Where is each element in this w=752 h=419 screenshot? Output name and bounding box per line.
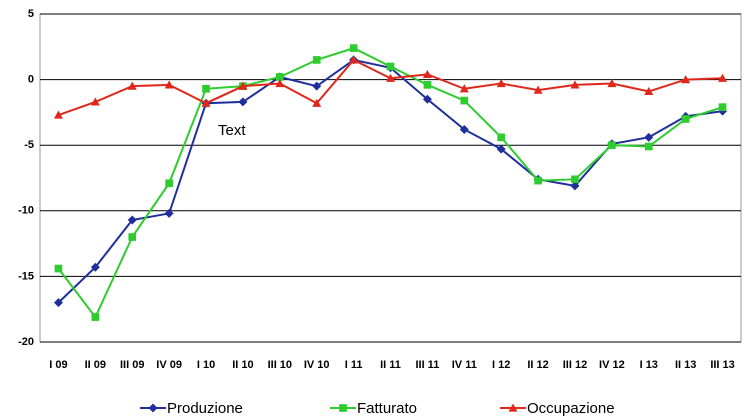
marker	[53, 110, 63, 119]
marker	[644, 132, 654, 142]
marker	[644, 142, 653, 151]
x-tick-label: III 12	[563, 359, 587, 371]
annotation: Text	[218, 122, 246, 139]
marker	[459, 84, 469, 93]
x-tick-label: IV 12	[599, 359, 625, 371]
marker	[349, 44, 358, 52]
marker	[718, 103, 727, 111]
x-tick-label: III 11	[415, 359, 439, 371]
marker	[127, 81, 137, 90]
marker	[312, 98, 322, 107]
marker	[164, 80, 174, 89]
y-tick-label: -10	[18, 205, 34, 217]
marker	[607, 79, 617, 88]
y-tick-label: 0	[28, 74, 34, 86]
marker	[496, 79, 506, 88]
marker	[570, 181, 580, 191]
marker	[275, 79, 285, 88]
marker	[238, 81, 248, 90]
marker	[386, 73, 395, 82]
marker	[718, 73, 728, 82]
y-tick-label: 5	[28, 8, 34, 20]
x-tick-label: II 09	[85, 359, 106, 371]
legend-label: Produzione	[167, 400, 243, 417]
marker	[644, 86, 654, 96]
x-tick-label: III 09	[120, 359, 144, 371]
x-tick-label: IV 09	[156, 359, 182, 371]
marker	[460, 96, 469, 105]
legend-label: Fatturato	[357, 400, 417, 417]
marker	[422, 69, 432, 78]
marker	[497, 133, 506, 142]
marker	[534, 176, 542, 185]
marker	[312, 81, 322, 91]
marker	[681, 115, 690, 123]
marker	[201, 98, 211, 107]
marker	[496, 144, 506, 154]
marker	[681, 75, 691, 84]
y-tick-label: -15	[18, 270, 34, 282]
marker	[54, 264, 63, 273]
marker	[91, 313, 100, 321]
x-tick-label: IV 11	[452, 359, 477, 371]
marker	[90, 262, 100, 272]
marker	[423, 81, 432, 89]
marker	[238, 97, 248, 107]
marker	[312, 56, 321, 64]
x-tick-label: IV 10	[304, 359, 330, 371]
x-tick-label: II 11	[380, 359, 401, 371]
marker	[571, 175, 579, 184]
marker	[202, 84, 210, 93]
marker	[533, 85, 543, 94]
marker	[148, 403, 158, 413]
marker	[164, 208, 174, 218]
x-tick-label: I 13	[640, 359, 658, 371]
x-tick-label: I 10	[197, 359, 215, 371]
y-tick-label: -20	[18, 336, 34, 348]
y-tick-label: -5	[24, 139, 34, 151]
x-tick-label: III 13	[710, 359, 734, 371]
legend-label: Occupazione	[527, 400, 615, 417]
marker	[165, 179, 173, 188]
marker	[459, 124, 469, 134]
marker	[128, 233, 137, 241]
marker	[53, 298, 63, 308]
marker	[90, 97, 100, 106]
marker	[508, 403, 518, 412]
x-tick-label: I 12	[492, 359, 510, 371]
x-tick-label: II 10	[232, 359, 253, 371]
marker	[608, 141, 616, 150]
marker	[127, 215, 137, 225]
x-tick-label: III 10	[268, 359, 292, 371]
x-tick-label: I 11	[345, 359, 363, 371]
x-tick-label: II 13	[675, 359, 696, 371]
x-tick-label: I 09	[49, 359, 67, 371]
series-line	[57, 58, 723, 304]
marker	[422, 94, 432, 104]
marker	[349, 55, 359, 64]
x-tick-label: II 12	[527, 359, 548, 371]
marker	[339, 404, 347, 412]
marker	[275, 73, 284, 81]
marker	[386, 62, 395, 71]
marker	[570, 80, 580, 89]
